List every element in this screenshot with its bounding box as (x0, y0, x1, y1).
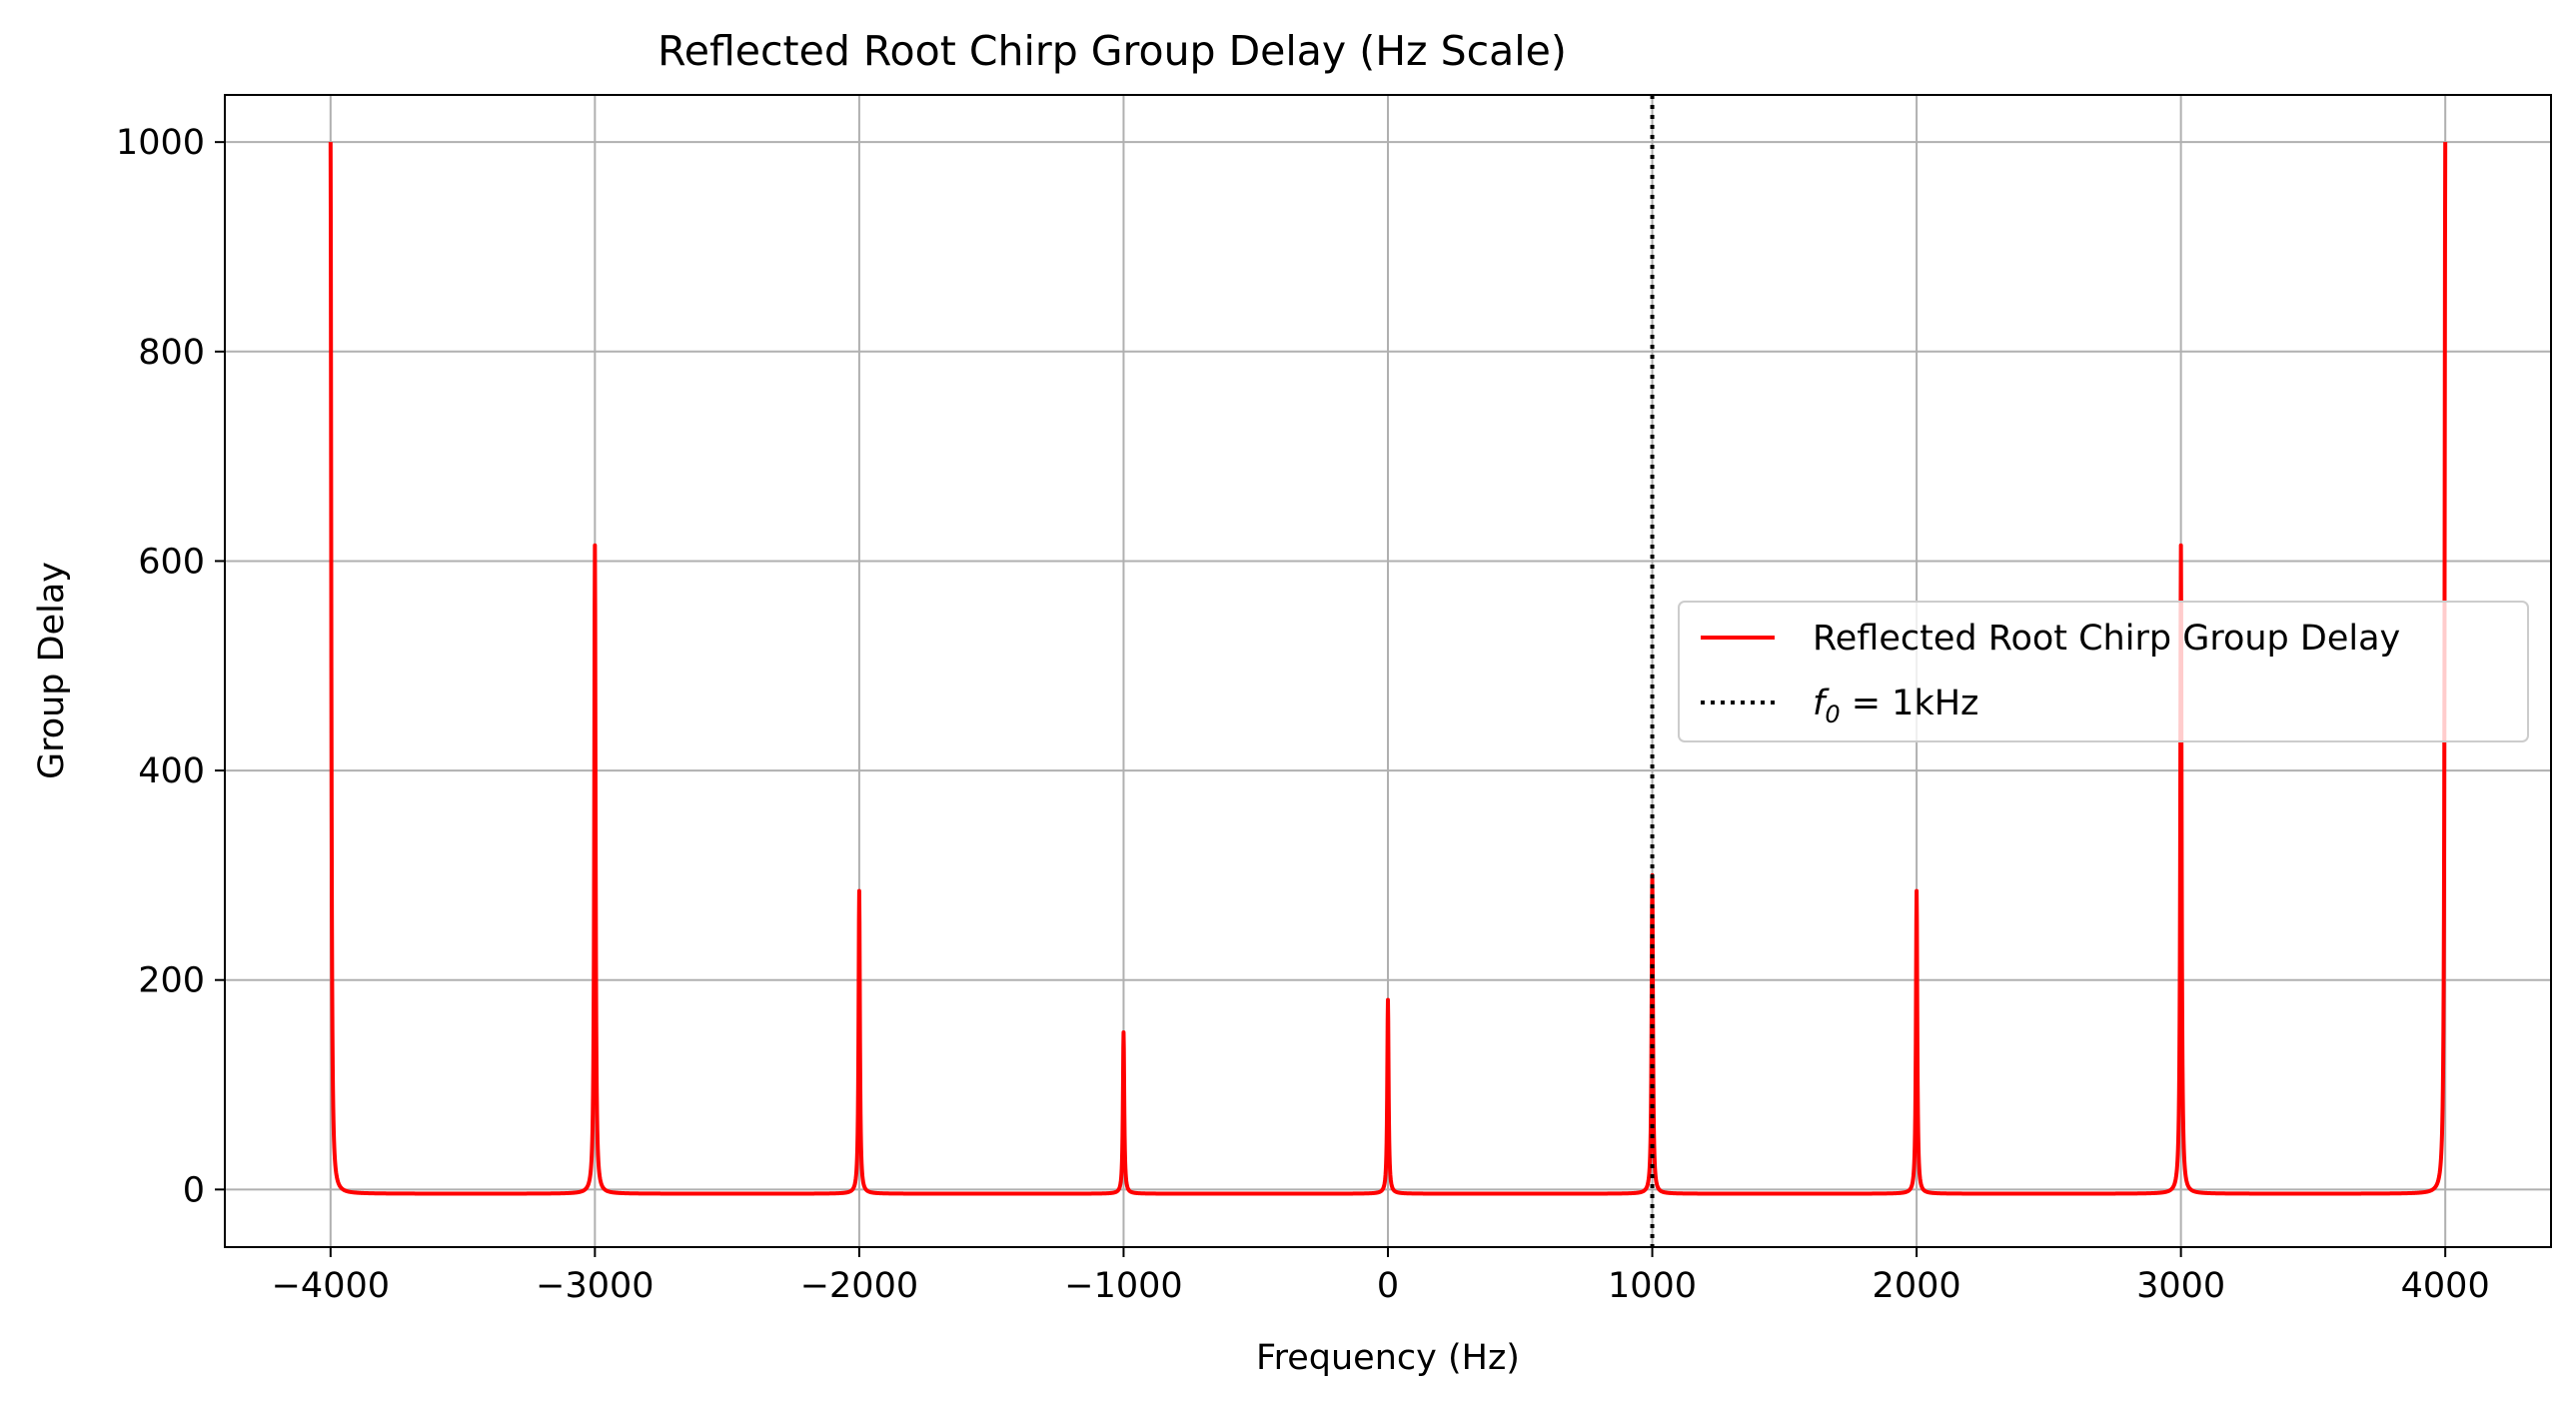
legend: Reflected Root Chirp Group Delay f0 = 1k… (1678, 601, 2529, 742)
y-tick-label: 800 (138, 333, 205, 373)
x-tick-label: 1000 (1608, 1266, 1697, 1306)
series-layer (328, 95, 2448, 1247)
y-gridlines (225, 141, 2551, 1191)
y-tick-label: 400 (138, 751, 205, 791)
y-tick-label: 600 (138, 542, 205, 582)
x-tick-label: −4000 (272, 1266, 390, 1306)
y-axis-ticks: 0 200 400 600 800 1000 (116, 123, 225, 1210)
x-tick-label: 3000 (2136, 1266, 2225, 1306)
y-tick-label: 200 (138, 961, 205, 1001)
x-tick-label: 2000 (1873, 1266, 1961, 1306)
legend-box (1678, 601, 2529, 742)
x-tick-label: −2000 (800, 1266, 918, 1306)
y-tick-label: 1000 (116, 123, 205, 163)
x-tick-label: −3000 (536, 1266, 653, 1306)
legend-label-chirp: Reflected Root Chirp Group Delay (1813, 619, 2400, 659)
x-axis-label: Frequency (Hz) (1256, 1338, 1520, 1378)
x-axis-ticks: −4000 −3000 −2000 −1000 0 1000 2000 3000 4000 (272, 1247, 2490, 1306)
x-tick-label: −1000 (1064, 1266, 1182, 1306)
y-tick-label: 0 (183, 1170, 205, 1210)
x-tick-label: 4000 (2401, 1266, 2490, 1306)
y-axis-label: Group Delay (32, 562, 72, 779)
legend-label-f0: f0 = 1kHz (1813, 684, 1978, 728)
chirp-group-delay-line (328, 142, 2448, 1196)
x-tick-label: 0 (1377, 1266, 1399, 1306)
chart-title: Reflected Root Chirp Group Delay (Hz Sca… (657, 27, 1567, 75)
